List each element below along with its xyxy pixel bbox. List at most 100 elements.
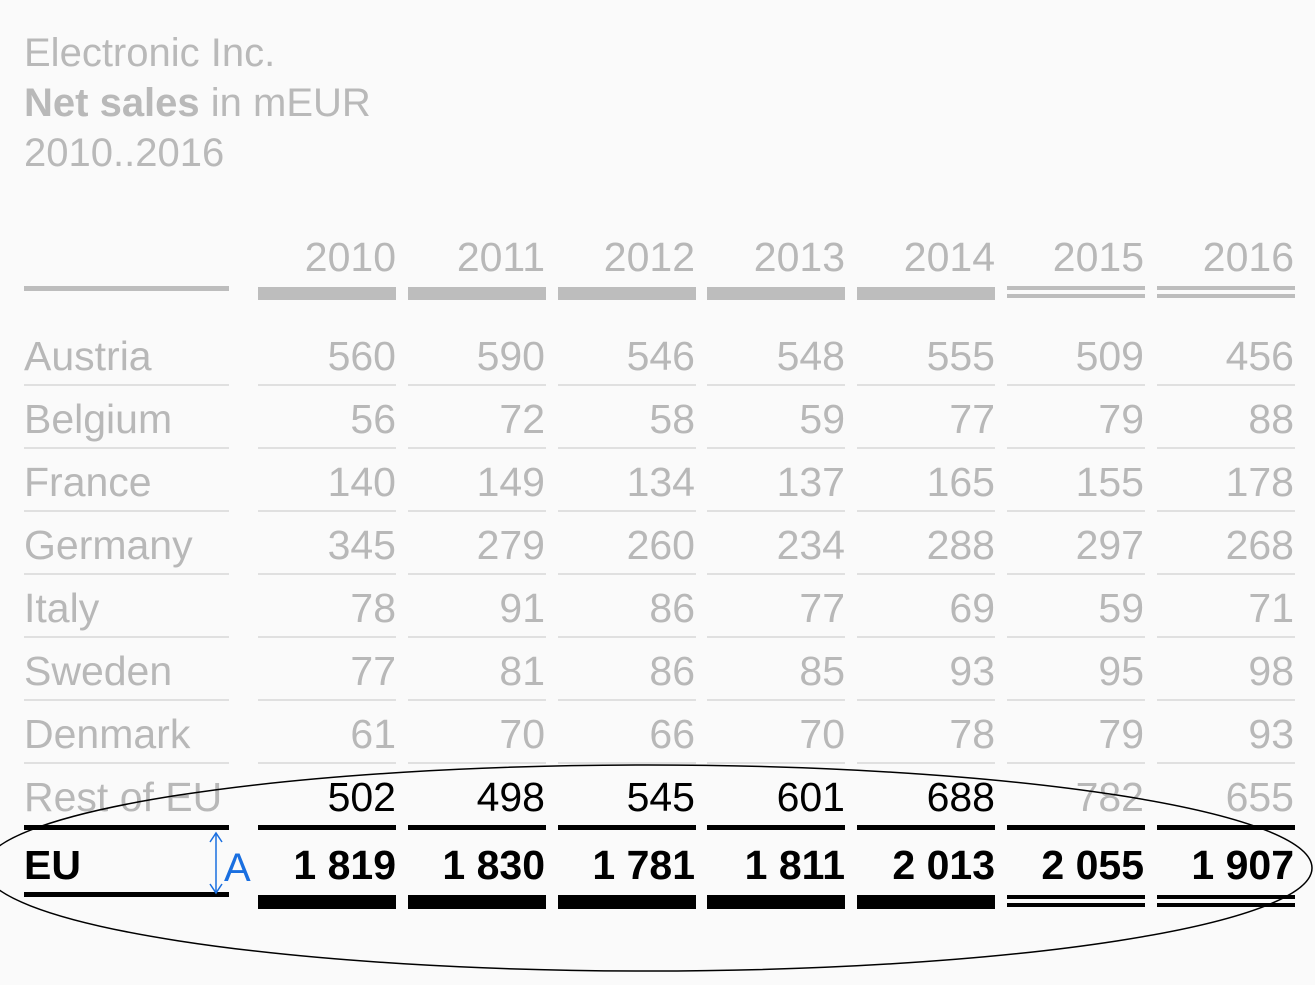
- plan-year-double-line: [1157, 286, 1295, 298]
- table-cell: 86: [649, 648, 695, 694]
- row-separator: [408, 384, 546, 386]
- table-cell: 502: [327, 774, 396, 820]
- table-cell: 58: [649, 396, 695, 442]
- row-separator: [558, 384, 696, 386]
- row-separator: [1007, 762, 1145, 764]
- table-cell: 140: [327, 459, 396, 505]
- table-cell: 77: [949, 396, 995, 442]
- table-cell: 555: [926, 333, 995, 379]
- row-label: Belgium: [24, 396, 173, 442]
- period-label: 2010..2016: [24, 131, 225, 175]
- table-cell: 98: [1248, 648, 1294, 694]
- table-cell: 297: [1075, 522, 1144, 568]
- row-separator: [707, 636, 845, 638]
- row-separator: [857, 384, 995, 386]
- row-separator: [857, 447, 995, 449]
- table-cell: 59: [799, 396, 845, 442]
- total-cell: 2 055: [1041, 842, 1144, 888]
- sum-line: [707, 825, 845, 830]
- row-label: Denmark: [24, 711, 191, 757]
- row-label: Germany: [24, 522, 193, 568]
- row-marker-label: A: [224, 846, 251, 890]
- row-separator: [707, 510, 845, 512]
- total-cell: 2 013: [892, 842, 995, 888]
- year-header: 2013: [753, 234, 845, 280]
- row-separator: [558, 699, 696, 701]
- table-cell: 77: [350, 648, 396, 694]
- row-separator: [1157, 762, 1295, 764]
- row-separator: [24, 762, 229, 764]
- total-actual-bar: [857, 895, 995, 909]
- table-cell: 546: [626, 333, 695, 379]
- sum-line: [857, 825, 995, 830]
- table-cell: 601: [776, 774, 845, 820]
- table-cell: 590: [476, 333, 545, 379]
- row-separator: [1157, 699, 1295, 701]
- row-separator: [857, 510, 995, 512]
- total-actual-bar: [258, 895, 396, 909]
- table-cell: 345: [327, 522, 396, 568]
- table-cell: 548: [776, 333, 845, 379]
- row-separator: [258, 636, 396, 638]
- row-label: France: [24, 459, 152, 505]
- row-label: Rest of EU: [24, 774, 223, 820]
- table-cell: 688: [926, 774, 995, 820]
- table-cell: 498: [476, 774, 545, 820]
- row-separator: [258, 447, 396, 449]
- actual-year-bar: [258, 287, 396, 300]
- row-separator: [408, 573, 546, 575]
- actual-year-bar: [707, 287, 845, 300]
- row-separator: [1007, 636, 1145, 638]
- row-separator: [707, 762, 845, 764]
- row-separator: [857, 636, 995, 638]
- table-cell: 93: [1248, 711, 1294, 757]
- row-label: Sweden: [24, 648, 173, 694]
- row-separator: [24, 447, 229, 449]
- table-cell: 77: [799, 585, 845, 631]
- row-separator: [707, 447, 845, 449]
- row-label: Italy: [24, 585, 100, 631]
- measure-title-unit: in mEUR: [199, 81, 371, 125]
- table-cell: 88: [1248, 396, 1294, 442]
- row-separator: [1157, 573, 1295, 575]
- row-separator: [857, 762, 995, 764]
- table-cell: 655: [1225, 774, 1294, 820]
- table-cell: 78: [350, 585, 396, 631]
- year-header: 2010: [304, 234, 396, 280]
- total-row-label: EU: [24, 842, 81, 888]
- row-separator: [1007, 384, 1145, 386]
- table-cell: 79: [1098, 396, 1144, 442]
- row-separator: [24, 699, 229, 701]
- table-cell: 165: [926, 459, 995, 505]
- actual-year-bar: [408, 287, 546, 300]
- table-cell: 279: [476, 522, 545, 568]
- total-plan-double-line: [1007, 895, 1145, 907]
- row-separator: [1157, 510, 1295, 512]
- sum-line: [24, 825, 229, 830]
- row-separator: [1007, 573, 1145, 575]
- actual-year-bar: [857, 287, 995, 300]
- row-separator: [558, 510, 696, 512]
- row-separator: [558, 636, 696, 638]
- row-separator: [558, 762, 696, 764]
- table-cell: 560: [327, 333, 396, 379]
- table-cell: 93: [949, 648, 995, 694]
- company-name: Electronic Inc.: [24, 31, 276, 75]
- year-header: 2011: [456, 234, 545, 280]
- table-cell: 178: [1225, 459, 1294, 505]
- row-separator: [707, 699, 845, 701]
- table-cell: 79: [1098, 711, 1144, 757]
- row-separator: [558, 573, 696, 575]
- total-plan-double-line: [1157, 895, 1295, 907]
- label-column-header-line: [24, 286, 229, 291]
- sum-line: [558, 825, 696, 830]
- row-separator: [1157, 636, 1295, 638]
- table-cell: 72: [499, 396, 545, 442]
- year-header: 2016: [1202, 234, 1294, 280]
- sum-line: [258, 825, 396, 830]
- highlight-ellipse-shape: [0, 764, 1313, 972]
- row-separator: [1007, 699, 1145, 701]
- year-header: 2014: [903, 234, 995, 280]
- total-cell: 1 781: [592, 842, 695, 888]
- sum-line: [408, 825, 546, 830]
